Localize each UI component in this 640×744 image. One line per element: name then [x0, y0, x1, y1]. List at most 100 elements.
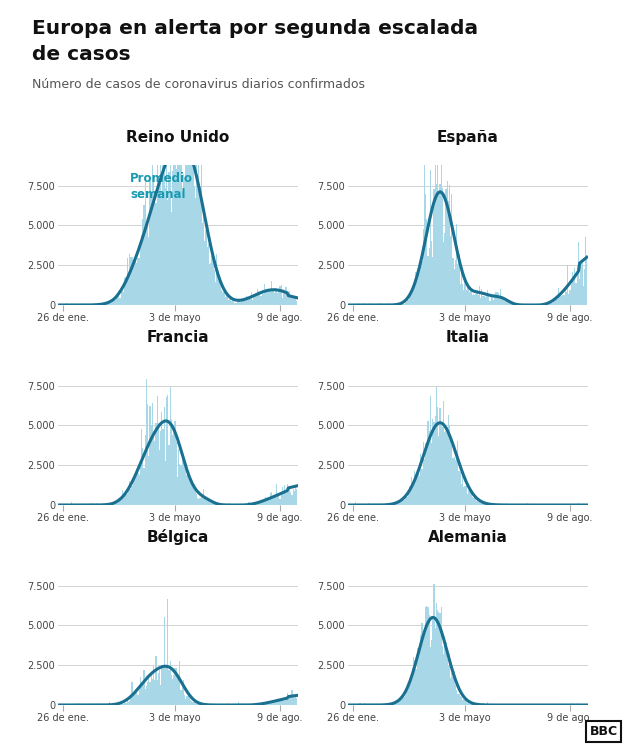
Bar	[368, 502, 369, 505]
Bar	[118, 292, 120, 305]
Bar	[413, 656, 414, 705]
Bar	[359, 504, 360, 505]
Bar	[586, 255, 588, 305]
Bar	[149, 682, 150, 705]
Text: Francia: Francia	[147, 330, 209, 345]
Bar	[436, 185, 437, 305]
Bar	[418, 475, 419, 505]
Bar	[559, 296, 560, 305]
Bar	[417, 648, 418, 705]
Bar	[252, 504, 253, 505]
Bar	[396, 702, 397, 705]
Bar	[491, 295, 492, 305]
Bar	[399, 701, 400, 705]
Bar	[412, 668, 413, 705]
Bar	[111, 503, 113, 505]
Bar	[180, 129, 182, 305]
Bar	[156, 202, 157, 305]
Bar	[117, 503, 118, 505]
Bar	[186, 161, 188, 305]
Bar	[148, 676, 149, 705]
Bar	[143, 468, 145, 505]
Bar	[413, 482, 414, 505]
Bar	[275, 289, 276, 305]
Bar	[228, 301, 229, 305]
Bar	[575, 283, 577, 305]
Bar	[382, 304, 383, 305]
Bar	[240, 301, 241, 305]
Bar	[183, 455, 184, 505]
Bar	[147, 682, 148, 705]
Bar	[132, 693, 134, 705]
Bar	[456, 459, 457, 505]
Bar	[248, 298, 250, 305]
Bar	[570, 289, 571, 305]
Bar	[191, 478, 193, 505]
Bar	[257, 503, 258, 505]
Bar	[430, 170, 431, 305]
Bar	[470, 704, 472, 705]
Bar	[196, 141, 197, 305]
Bar	[483, 503, 484, 505]
Bar	[467, 703, 468, 705]
Bar	[411, 478, 412, 505]
Bar	[141, 429, 142, 505]
Text: Promedio
semanal: Promedio semanal	[130, 172, 193, 201]
Bar	[140, 466, 141, 505]
Bar	[186, 696, 188, 705]
Bar	[377, 704, 378, 705]
Bar	[515, 504, 516, 505]
Bar	[404, 496, 406, 505]
Bar	[581, 262, 582, 305]
Bar	[476, 501, 477, 505]
Bar	[448, 415, 449, 505]
Bar	[451, 445, 452, 505]
Bar	[123, 292, 124, 305]
Bar	[166, 666, 167, 705]
Bar	[445, 189, 447, 305]
Bar	[469, 292, 470, 305]
Bar	[172, 679, 173, 705]
Bar	[152, 144, 153, 305]
Bar	[148, 456, 149, 505]
Text: BBC: BBC	[589, 725, 618, 738]
Bar	[510, 304, 511, 305]
Bar	[420, 263, 421, 305]
Bar	[105, 304, 106, 305]
Bar	[215, 282, 216, 305]
Bar	[470, 290, 472, 305]
Bar	[443, 242, 444, 305]
Bar	[455, 685, 456, 705]
Bar	[106, 704, 108, 705]
Bar	[260, 503, 262, 505]
Bar	[470, 490, 472, 505]
Bar	[152, 403, 153, 505]
Bar	[512, 304, 513, 305]
Bar	[183, 680, 184, 705]
Bar	[163, 665, 164, 705]
Bar	[252, 300, 253, 305]
Bar	[568, 294, 570, 305]
Bar	[389, 704, 390, 705]
Bar	[180, 465, 182, 505]
Bar	[171, 213, 172, 305]
Bar	[465, 700, 466, 705]
Bar	[422, 631, 424, 705]
Bar	[212, 258, 214, 305]
Bar	[146, 379, 147, 505]
Bar	[403, 696, 404, 705]
Bar	[196, 494, 197, 505]
Bar	[228, 503, 229, 505]
Bar	[201, 153, 202, 305]
Bar	[134, 693, 135, 705]
Text: Italia: Italia	[446, 330, 490, 345]
Bar	[449, 426, 450, 505]
Bar	[63, 704, 65, 705]
Bar	[148, 237, 149, 305]
Bar	[435, 159, 436, 305]
Bar	[439, 614, 440, 705]
Bar	[277, 699, 278, 705]
Bar	[168, 172, 170, 305]
Bar	[579, 279, 580, 305]
Bar	[493, 300, 494, 305]
